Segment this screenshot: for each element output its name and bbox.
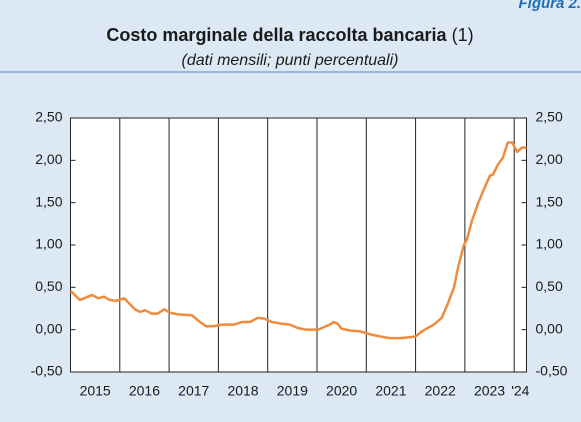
figure-label: Figura 2. (518, 0, 581, 12)
y-tick-label-right: 2,00 (536, 151, 563, 167)
y-tick-label-right: 1,00 (536, 236, 563, 252)
y-tick-label-left: 1,50 (35, 193, 62, 209)
y-tick-label-right: -0,50 (536, 363, 568, 379)
x-tick-label: 2019 (277, 383, 308, 399)
x-tick-label: 2016 (129, 383, 160, 399)
y-tick-label-right: 0,50 (536, 278, 563, 294)
x-tick-label: 2020 (326, 383, 357, 399)
y-tick-label-left: 2,50 (35, 109, 62, 125)
y-tick-label-right: 2,50 (536, 109, 563, 125)
x-tick-label: 2021 (375, 383, 406, 399)
chart-subtitle: (dati mensili; punti percentuali) (182, 52, 399, 69)
chart-title: Costo marginale della raccolta bancaria … (106, 25, 473, 45)
x-tick-label: '24 (511, 383, 529, 399)
x-tick-label: 2022 (425, 383, 456, 399)
x-tick-label: 2023 (474, 383, 505, 399)
plot-area (70, 117, 527, 373)
title-note: (1) (452, 25, 474, 45)
data-line (69, 141, 527, 340)
title-main: Costo marginale della raccolta bancaria (106, 25, 447, 45)
x-tick-label: 2015 (80, 383, 111, 399)
y-tick-label-left: 0,50 (35, 278, 62, 294)
x-tick-label: 2018 (227, 383, 258, 399)
y-tick-label-left: 2,00 (35, 151, 62, 167)
y-tick-label-left: -0,50 (31, 363, 63, 379)
y-tick-label-left: 0,00 (35, 320, 62, 336)
y-tick-label-right: 1,50 (536, 193, 563, 209)
y-tick-label-right: 0,00 (536, 320, 563, 336)
x-tick-label: 2017 (178, 383, 209, 399)
y-tick-label-left: 1,00 (35, 236, 62, 252)
